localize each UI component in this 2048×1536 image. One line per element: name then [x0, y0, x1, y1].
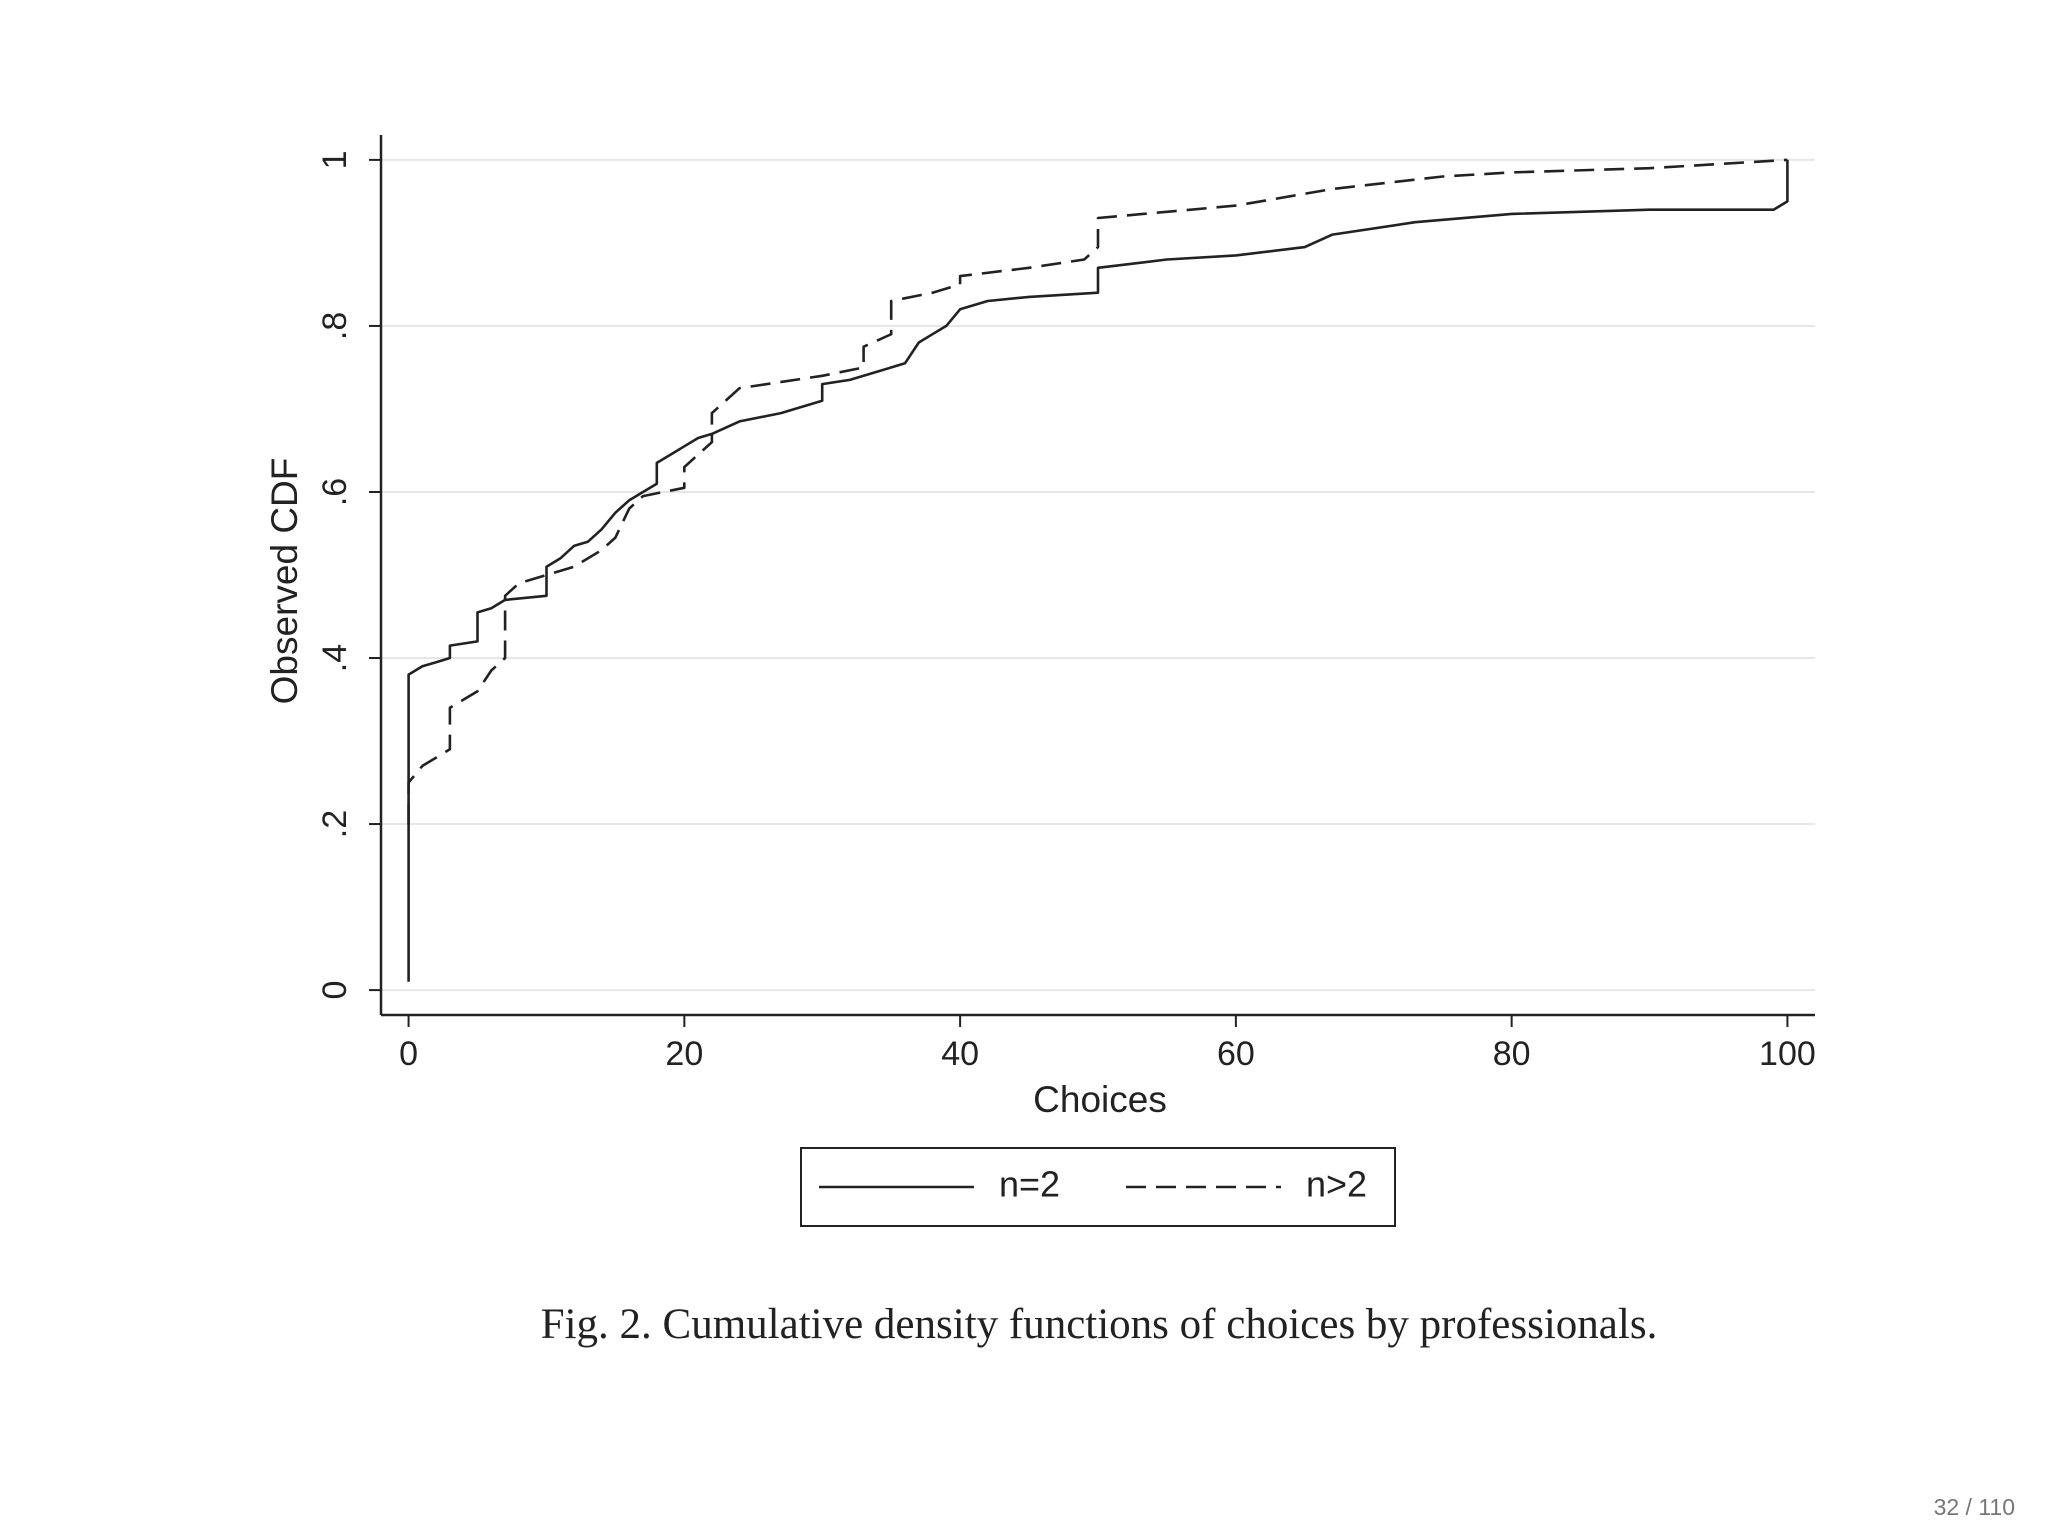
y-tick-label: .8 — [316, 312, 354, 340]
x-tick-label: 40 — [941, 1035, 979, 1073]
cdf-line — [407, 158, 1788, 825]
page-number: 32 / 110 — [1934, 1494, 2015, 1520]
x-tick-label: 20 — [665, 1035, 703, 1073]
figure-caption: Fig. 2. Cumulative density functions of … — [541, 1301, 1658, 1348]
y-axis-title: Observed CDF — [264, 458, 305, 705]
y-tick-label: 1 — [316, 150, 354, 169]
cdf-line — [407, 159, 1789, 982]
x-tick-label: 80 — [1493, 1035, 1531, 1073]
legend-label: n=2 — [999, 1164, 1060, 1205]
y-tick-label: .6 — [316, 478, 354, 506]
legend-box — [800, 1147, 1396, 1227]
x-tick-label: 60 — [1217, 1035, 1255, 1073]
y-tick-label: .2 — [316, 810, 354, 838]
x-tick-label: 100 — [1759, 1035, 1816, 1073]
y-tick-label: 0 — [316, 981, 354, 1000]
x-tick-label: 0 — [399, 1035, 418, 1073]
x-axis-title: Choices — [1033, 1079, 1167, 1120]
legend-label: n>2 — [1306, 1164, 1367, 1205]
y-tick-label: .4 — [316, 644, 354, 672]
